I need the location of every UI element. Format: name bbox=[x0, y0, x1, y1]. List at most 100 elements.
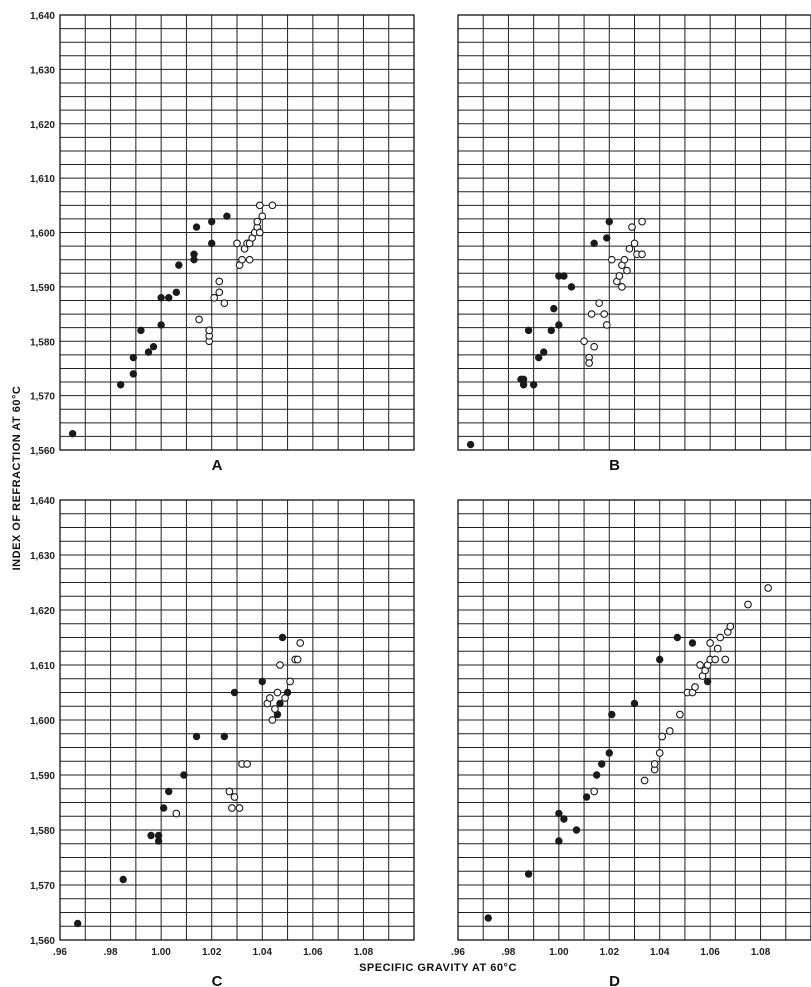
data-point-filled bbox=[165, 294, 173, 302]
data-point-open bbox=[271, 705, 279, 713]
panel-label: D bbox=[609, 973, 620, 987]
data-point-filled bbox=[555, 809, 563, 818]
y-tick-label: 1,590 bbox=[30, 283, 55, 294]
data-point-filled bbox=[550, 304, 558, 313]
data-point-open bbox=[230, 793, 239, 801]
data-point-filled bbox=[147, 831, 155, 840]
data-point-filled bbox=[278, 633, 287, 642]
panel-c: 1,640 1,630 1,620 1,610 1,600 1,590 1,580 1,570… bbox=[30, 496, 415, 987]
data-point-open bbox=[225, 787, 234, 796]
panel-frame bbox=[457, 14, 811, 451]
data-point-open bbox=[595, 299, 604, 308]
data-point-open bbox=[615, 272, 624, 280]
data-point-filled bbox=[555, 837, 563, 845]
data-point-open bbox=[286, 677, 294, 686]
data-point-open bbox=[587, 310, 596, 318]
data-point-filled bbox=[547, 326, 555, 335]
y-tick-label: 1,610 bbox=[30, 661, 55, 672]
y-tick-label: 1,570 bbox=[30, 881, 55, 892]
data-point-open bbox=[764, 584, 772, 592]
data-point-filled bbox=[534, 353, 543, 362]
panel-label: C bbox=[212, 973, 223, 987]
data-point-open bbox=[243, 760, 251, 768]
data-point-open bbox=[585, 359, 593, 367]
data-point-filled bbox=[524, 326, 533, 335]
x-tick-label: .96 bbox=[53, 947, 67, 958]
data-point-open bbox=[658, 732, 667, 741]
data-point-filled bbox=[208, 239, 216, 248]
data-point-filled bbox=[208, 217, 216, 226]
x-tick-label: .96 bbox=[451, 947, 465, 958]
data-point-open bbox=[268, 716, 277, 724]
data-point-filled bbox=[560, 272, 568, 280]
data-point-open bbox=[580, 337, 588, 346]
data-point-filled bbox=[223, 212, 231, 220]
x-axis-title: SPECIFIC GRAVITY AT 60°C bbox=[359, 962, 517, 974]
data-point-open bbox=[628, 223, 636, 231]
data-point-filled bbox=[540, 348, 548, 356]
data-point-filled bbox=[190, 250, 198, 258]
data-point-filled bbox=[73, 919, 82, 928]
data-point-filled bbox=[688, 639, 697, 647]
data-point-open bbox=[210, 293, 219, 302]
data-point-filled bbox=[258, 677, 266, 686]
y-tick-label: 1,560 bbox=[30, 936, 55, 947]
x-tick-label: 1.02 bbox=[202, 947, 222, 958]
data-point-open bbox=[281, 694, 289, 702]
panel-frame bbox=[457, 499, 811, 941]
data-point-filled bbox=[466, 440, 475, 449]
data-point-open bbox=[665, 727, 674, 735]
data-point-filled bbox=[159, 804, 168, 812]
data-point-filled bbox=[567, 283, 576, 291]
x-tick-label: 1.02 bbox=[600, 947, 620, 958]
y-tick-label: 1,580 bbox=[30, 826, 55, 837]
data-point-filled bbox=[656, 655, 664, 664]
data-point-open bbox=[744, 600, 752, 609]
y-tick-label: 1,580 bbox=[30, 337, 55, 348]
panel-label: A bbox=[212, 457, 223, 474]
data-point-open bbox=[691, 683, 699, 691]
data-point-filled bbox=[608, 710, 616, 719]
panel-a: 1,640 1,630 1,620 1,610 1,600 1,590 1,580 1,570… bbox=[30, 11, 415, 474]
data-point-filled bbox=[519, 381, 528, 389]
y-tick-label: 1,640 bbox=[30, 496, 55, 507]
data-point-filled bbox=[149, 342, 158, 351]
data-point-open bbox=[711, 655, 720, 664]
panel-d: .96 .98 1.00 1.02 1.04 1.06 1.08 D bbox=[451, 499, 811, 987]
y-tick-label: 1,640 bbox=[30, 11, 55, 22]
data-point-filled bbox=[524, 870, 533, 878]
x-tick-label: 1.08 bbox=[751, 947, 771, 958]
data-point-filled bbox=[116, 381, 125, 389]
panels-layer: 1,640 1,630 1,620 1,610 1,600 1,590 1,580 1,570… bbox=[30, 11, 811, 987]
data-point-open bbox=[618, 283, 626, 291]
data-point-open bbox=[266, 694, 274, 702]
data-point-open bbox=[220, 299, 229, 308]
data-point-filled bbox=[529, 381, 538, 389]
data-point-filled bbox=[129, 353, 138, 362]
data-point-open bbox=[638, 217, 646, 226]
data-point-filled bbox=[157, 321, 165, 329]
data-point-open bbox=[296, 639, 305, 647]
data-point-open bbox=[602, 321, 611, 329]
panel-label: B bbox=[609, 457, 620, 474]
data-point-filled bbox=[172, 288, 181, 297]
data-point-filled bbox=[154, 837, 163, 845]
data-point-filled bbox=[605, 217, 613, 226]
x-tick-label: 1.08 bbox=[354, 947, 374, 958]
panel-frame bbox=[59, 499, 415, 941]
y-axis-title: INDEX OF REFRACTION AT 60°C bbox=[11, 386, 23, 571]
data-point-open bbox=[235, 804, 244, 812]
data-point-open bbox=[630, 239, 639, 248]
data-point-open bbox=[238, 255, 246, 264]
data-point-open bbox=[623, 266, 631, 275]
x-tick-label: .98 bbox=[501, 947, 515, 958]
data-point-open bbox=[233, 239, 241, 248]
data-point-filled bbox=[603, 234, 611, 242]
data-point-open bbox=[215, 288, 224, 297]
panel-b: B bbox=[457, 14, 811, 474]
data-point-open bbox=[716, 633, 725, 642]
data-point-filled bbox=[230, 688, 239, 697]
data-point-open bbox=[215, 277, 224, 286]
x-tick-label: 1.06 bbox=[700, 947, 720, 958]
